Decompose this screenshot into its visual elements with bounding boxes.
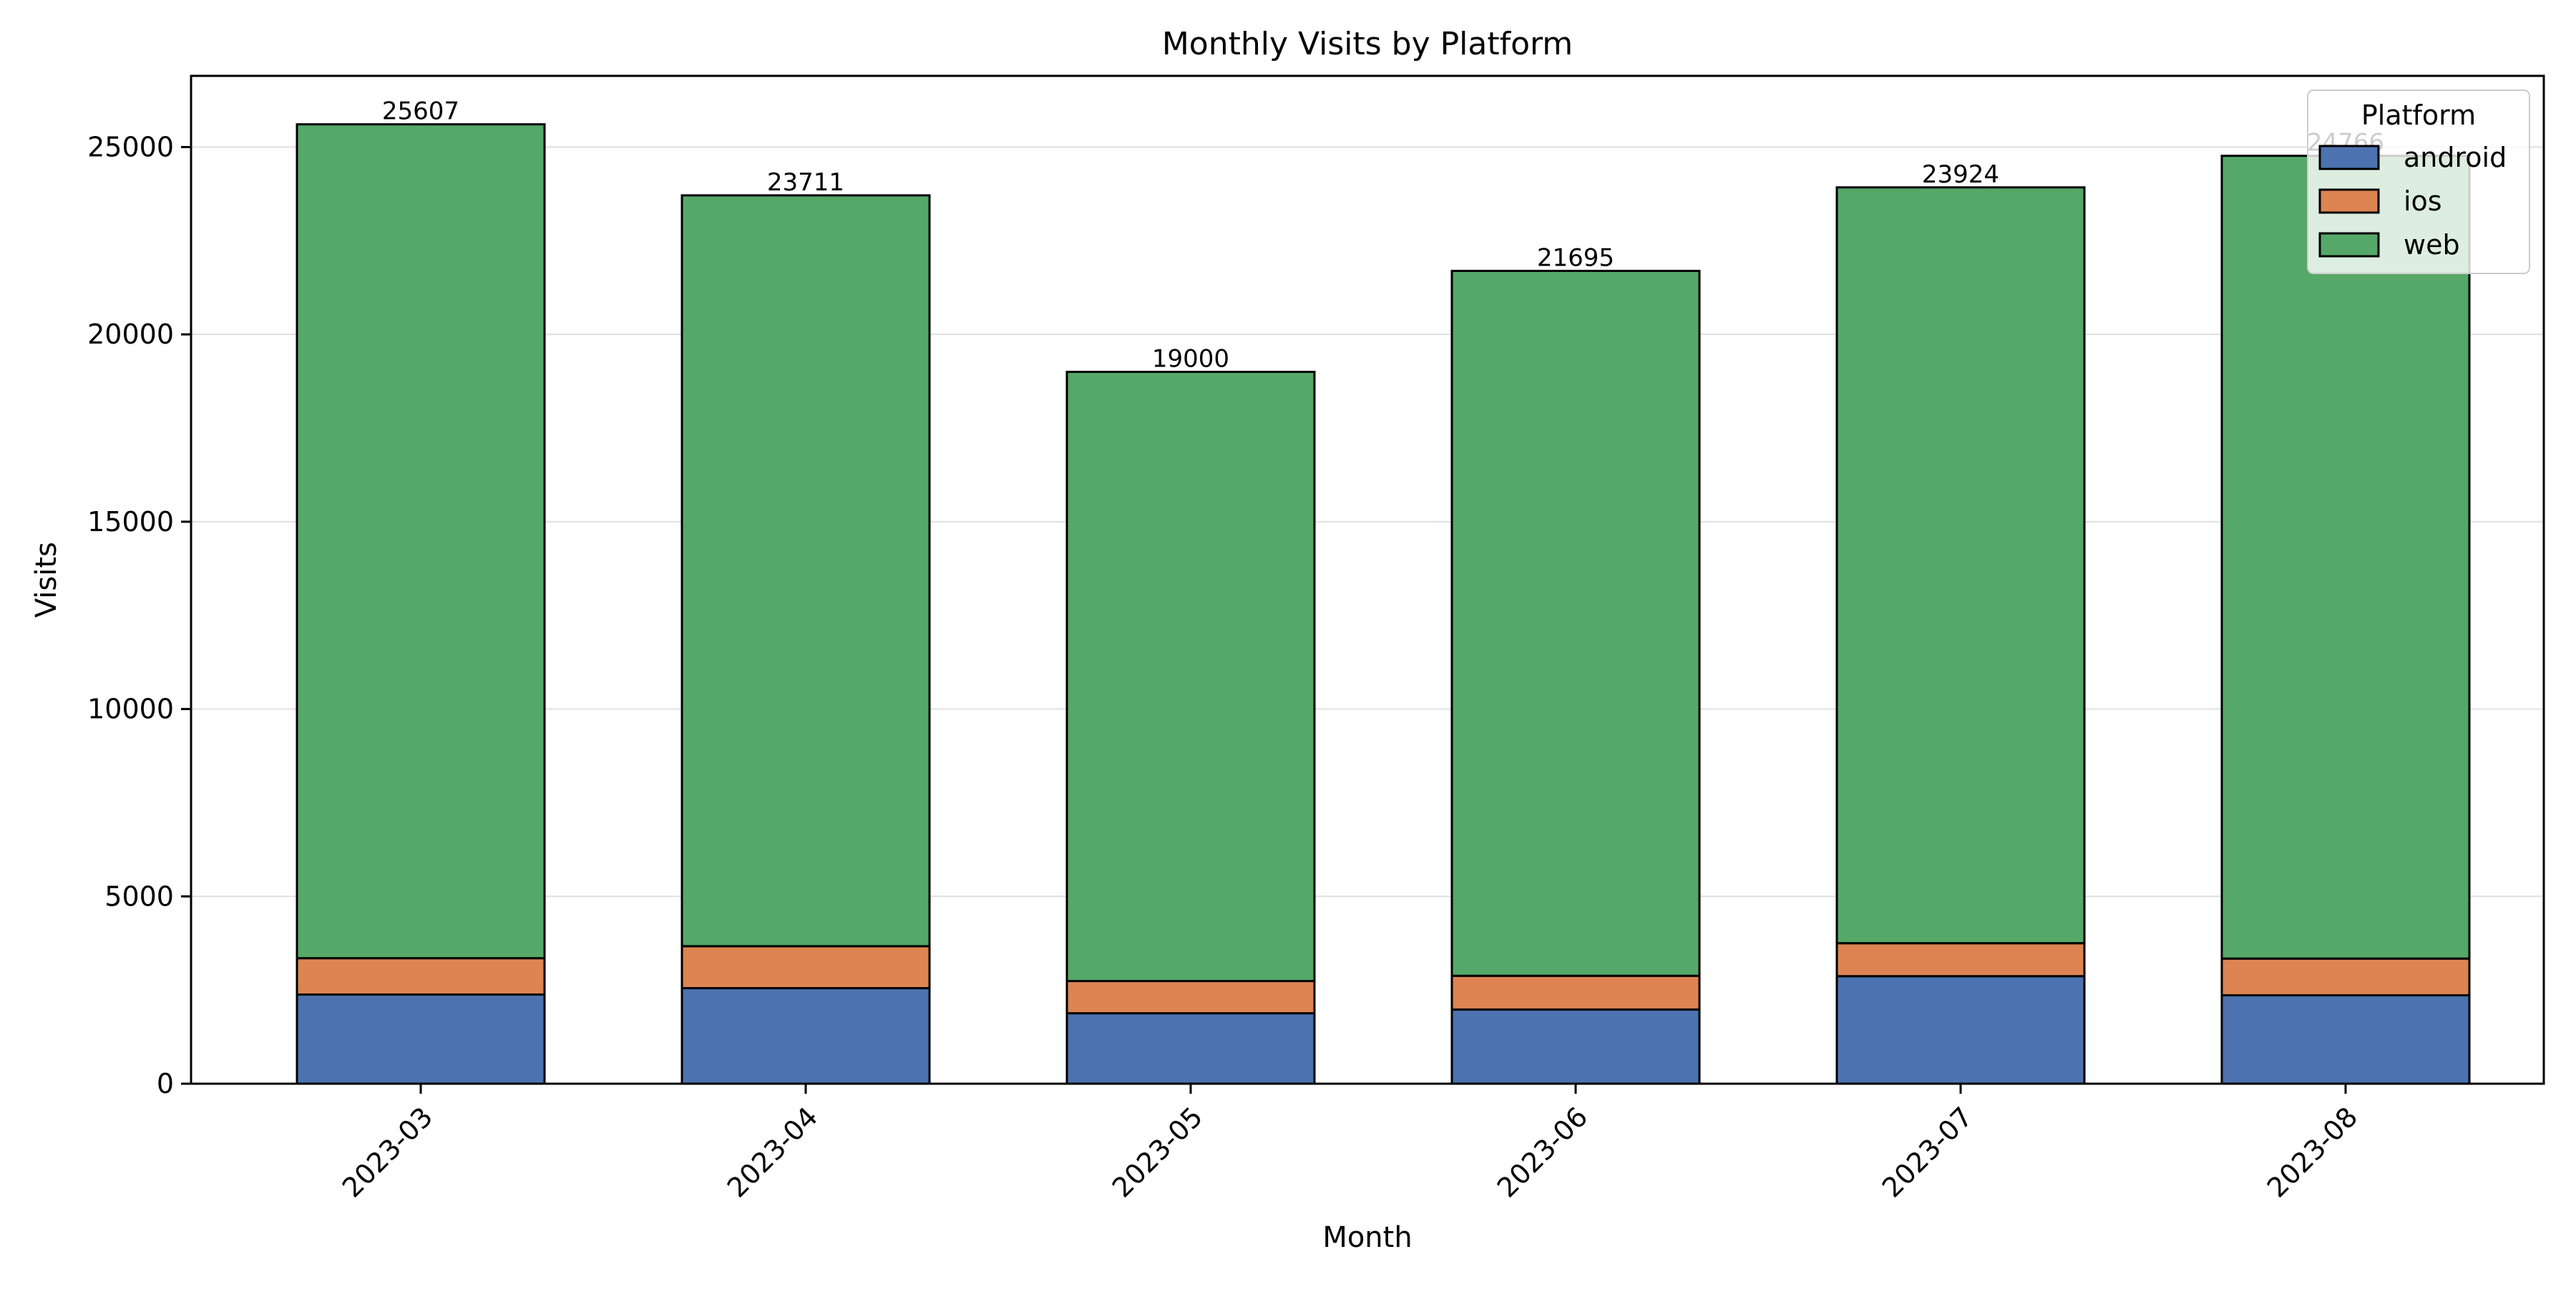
y-tick-label: 0	[157, 1068, 174, 1099]
bar-android-2023-05	[1065, 1012, 1316, 1085]
bar-web-2023-05	[1065, 371, 1316, 983]
bar-android-2023-08	[2220, 994, 2471, 1085]
legend-swatch-web	[2318, 232, 2380, 258]
bar-android-2023-03	[296, 993, 546, 1085]
legend-label-ios: ios	[2404, 185, 2442, 217]
bar-web-2023-07	[1835, 186, 2086, 945]
bar-ios-2023-04	[680, 945, 931, 990]
legend: Platform android ios web	[2307, 89, 2530, 274]
legend-box	[2307, 89, 2530, 274]
bar-web-2023-08	[2220, 155, 2471, 960]
total-label-2023-05: 19000	[1152, 345, 1229, 374]
legend-title: Platform	[2361, 99, 2476, 131]
legend-label-android: android	[2404, 142, 2507, 173]
bar-ios-2023-08	[2220, 957, 2471, 996]
bar-ios-2023-05	[1065, 980, 1316, 1015]
bar-web-2023-03	[296, 123, 546, 960]
bar-ios-2023-06	[1450, 974, 1701, 1011]
y-tick-label: 15000	[87, 506, 174, 538]
x-axis-label: Month	[1322, 1221, 1412, 1254]
bar-android-2023-04	[680, 987, 931, 1085]
total-label-2023-07: 23924	[1922, 160, 1999, 189]
y-axis-label: Visits	[30, 542, 63, 618]
legend-swatch-ios	[2318, 188, 2380, 214]
bar-web-2023-04	[680, 194, 931, 948]
total-label-2023-04: 23711	[767, 168, 844, 197]
bar-web-2023-06	[1450, 269, 1701, 977]
chart-title: Monthly Visits by Platform	[1162, 26, 1573, 62]
total-label-2023-03: 25607	[382, 97, 459, 126]
total-label-2023-06: 21695	[1537, 243, 1614, 272]
plot-area-frame	[190, 74, 2545, 1085]
bar-android-2023-07	[1835, 975, 2086, 1085]
bar-ios-2023-07	[1835, 942, 2086, 978]
legend-label-web: web	[2404, 229, 2460, 261]
y-tick-label: 25000	[87, 131, 174, 162]
legend-swatch-android	[2318, 145, 2380, 170]
bar-ios-2023-03	[296, 957, 546, 996]
y-tick-label: 10000	[87, 694, 174, 725]
bar-android-2023-06	[1450, 1008, 1701, 1085]
y-tick-label: 5000	[104, 880, 174, 912]
bars	[296, 123, 2471, 1085]
y-tick-label: 20000	[87, 319, 174, 350]
grid-lines	[191, 146, 2544, 898]
